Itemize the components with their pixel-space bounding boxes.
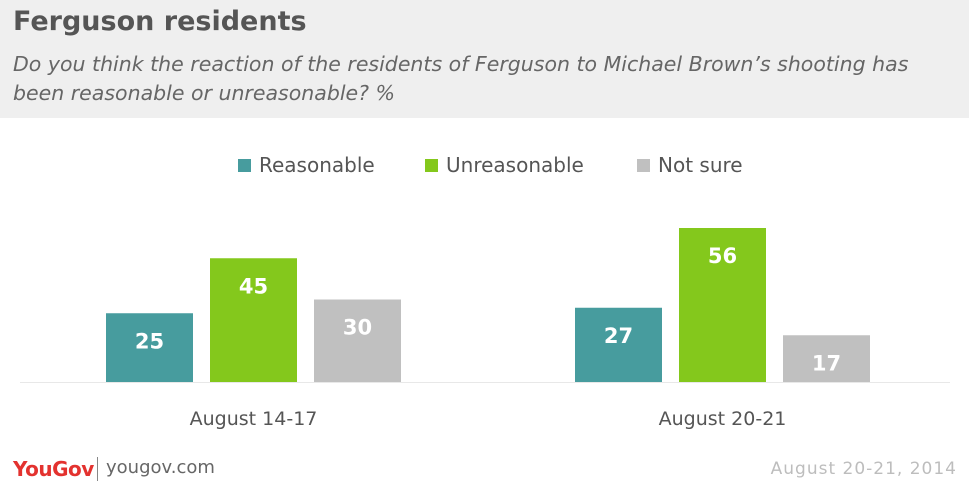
data-label-unreasonable-1: 45 [239, 274, 268, 298]
footer-url[interactable]: yougov.com [106, 457, 215, 478]
bar-not-sure-2 [783, 335, 870, 382]
legend-label-unreasonable: Unreasonable [446, 153, 584, 177]
bar-reasonable-2 [575, 307, 662, 382]
bar-not-sure-1 [314, 299, 401, 382]
category-label-1: August 14-17 [190, 408, 318, 430]
data-label-reasonable-1: 25 [135, 329, 164, 353]
chart-subtitle: Do you think the reaction of the residen… [13, 52, 909, 105]
category-label-2: August 20-21 [659, 408, 787, 430]
legend-swatch-not-sure [637, 159, 650, 172]
legend-label-not-sure: Not sure [658, 153, 743, 177]
data-label-unreasonable-2: 56 [708, 244, 737, 268]
footer-divider [97, 457, 98, 481]
legend-swatch-unreasonable [425, 159, 438, 172]
bar-unreasonable-2 [679, 228, 766, 382]
footer-date: August 20-21, 2014 [770, 459, 957, 479]
yougov-logo: YouGov [13, 457, 94, 481]
chart-title: Ferguson residents [13, 6, 307, 37]
bar-reasonable-1 [106, 313, 193, 382]
data-label-not-sure-1: 30 [343, 316, 372, 340]
legend: Reasonable Unreasonable Not sure [0, 152, 969, 178]
legend-label-reasonable: Reasonable [259, 153, 375, 177]
legend-swatch-reasonable [238, 159, 251, 172]
data-label-reasonable-2: 27 [604, 324, 633, 348]
data-label-not-sure-2: 17 [812, 351, 841, 375]
header: Ferguson residents Do you think the reac… [0, 0, 969, 118]
bar-unreasonable-1 [210, 258, 297, 382]
